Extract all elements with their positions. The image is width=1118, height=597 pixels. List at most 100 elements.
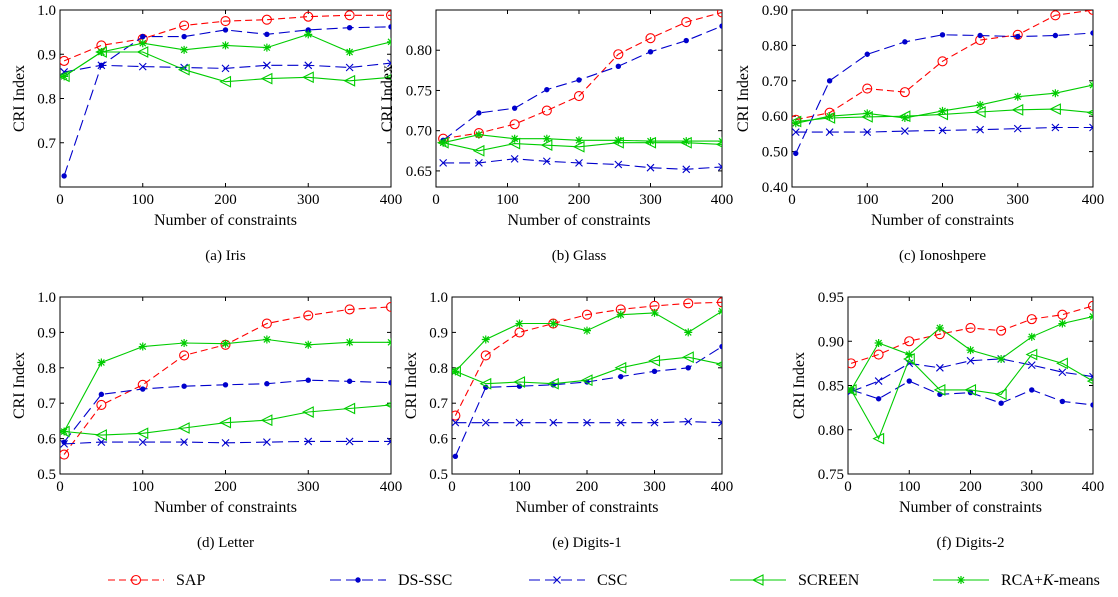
data-point bbox=[997, 354, 1006, 363]
y-tick-label: 0.7 bbox=[37, 396, 56, 412]
x-tick-label: 100 bbox=[496, 192, 519, 208]
data-point bbox=[1089, 81, 1093, 90]
data-point bbox=[304, 61, 313, 70]
data-point bbox=[718, 307, 722, 316]
data-point bbox=[221, 64, 230, 73]
data-point bbox=[1089, 123, 1093, 132]
data-point bbox=[345, 48, 354, 57]
data-point bbox=[510, 134, 519, 143]
data-point bbox=[97, 61, 106, 70]
data-point bbox=[385, 10, 391, 21]
data-point bbox=[1056, 357, 1068, 370]
data-point bbox=[302, 406, 314, 418]
y-tick-label: 0.6 bbox=[37, 432, 56, 448]
data-point bbox=[648, 354, 661, 367]
series-line-sap bbox=[850, 305, 1093, 364]
data-point bbox=[581, 309, 593, 320]
data-point bbox=[452, 418, 460, 427]
data-point bbox=[60, 427, 69, 436]
data-point bbox=[452, 453, 459, 459]
y-tick-label: 0.7 bbox=[37, 136, 56, 152]
data-point bbox=[549, 418, 558, 427]
y-tick-label: 0.80 bbox=[406, 43, 432, 59]
data-point bbox=[387, 37, 391, 46]
data-point bbox=[614, 361, 627, 374]
data-point bbox=[646, 137, 655, 146]
data-point bbox=[542, 157, 551, 166]
data-point bbox=[387, 437, 391, 446]
data-point bbox=[1011, 103, 1024, 116]
x-tick-label: 300 bbox=[297, 192, 320, 208]
data-point bbox=[647, 49, 654, 55]
data-point bbox=[481, 335, 490, 344]
data-point bbox=[864, 51, 870, 57]
data-point bbox=[618, 373, 624, 380]
series-line-screen bbox=[63, 51, 391, 83]
x-tick-label: 200 bbox=[214, 479, 237, 495]
data-point bbox=[682, 351, 694, 364]
data-point bbox=[874, 377, 883, 385]
plot-area bbox=[847, 296, 1094, 475]
data-point bbox=[863, 109, 872, 118]
data-point bbox=[305, 377, 311, 383]
data-point bbox=[1089, 312, 1093, 321]
y-tick-label: 0.9 bbox=[37, 47, 56, 63]
data-point bbox=[264, 31, 270, 38]
data-point bbox=[343, 74, 356, 87]
data-point bbox=[262, 438, 271, 447]
data-point bbox=[1049, 103, 1061, 116]
y-tick-label: 0.70 bbox=[762, 74, 788, 90]
x-tick-label: 300 bbox=[643, 479, 666, 495]
x-tick-label: 400 bbox=[1082, 192, 1105, 208]
data-point bbox=[511, 105, 518, 111]
data-point bbox=[998, 400, 1004, 406]
chart-caption: (c) Ionoshpere bbox=[899, 248, 986, 264]
chart-panel-5: 0 100 200 300 400 0.5 0.6 0.7 0.8 0.9 1.0 Number of… bbox=[403, 290, 733, 551]
data-point bbox=[825, 128, 834, 137]
data-point bbox=[346, 25, 353, 31]
data-point bbox=[1026, 314, 1037, 325]
data-point bbox=[575, 158, 583, 167]
data-point bbox=[180, 438, 189, 447]
legend-marker bbox=[355, 577, 361, 583]
chart-caption: (a) Iris bbox=[205, 248, 246, 264]
data-point bbox=[1027, 361, 1036, 370]
x-tick-label: 300 bbox=[1007, 192, 1030, 208]
data-point bbox=[136, 427, 149, 440]
series-group bbox=[792, 10, 1093, 157]
data-point bbox=[303, 310, 314, 321]
data-point bbox=[613, 49, 624, 60]
data-point bbox=[136, 46, 149, 58]
data-point bbox=[177, 422, 190, 434]
x-tick-label: 400 bbox=[711, 479, 734, 495]
y-tick-label: 0.65 bbox=[406, 164, 432, 180]
y-tick-label: 0.5 bbox=[37, 467, 56, 483]
data-point bbox=[935, 363, 944, 372]
chart-panel-4: 0 100 200 300 400 0.5 0.6 0.7 0.8 0.9 1.0 Number of… bbox=[11, 290, 402, 551]
data-point bbox=[872, 432, 885, 445]
x-tick-label: 200 bbox=[214, 192, 237, 208]
legend-marker bbox=[957, 576, 965, 584]
series-line-sap bbox=[795, 10, 1093, 121]
data-point bbox=[180, 339, 189, 348]
data-point bbox=[472, 144, 485, 157]
data-point bbox=[645, 33, 656, 44]
x-axis-label: Number of constraints bbox=[507, 212, 650, 229]
data-point bbox=[262, 43, 271, 52]
data-point bbox=[682, 137, 691, 146]
series-line-sap bbox=[454, 301, 722, 416]
data-point bbox=[583, 326, 591, 335]
data-point bbox=[583, 418, 591, 427]
data-point bbox=[616, 310, 625, 319]
data-point bbox=[1058, 319, 1067, 328]
y-axis-label: CRI Index bbox=[11, 352, 28, 419]
legend-marker bbox=[751, 574, 764, 586]
y-axis-label: CRI Index bbox=[11, 65, 28, 132]
data-point bbox=[346, 378, 353, 384]
x-tick-label: 400 bbox=[1082, 479, 1105, 495]
data-point bbox=[862, 83, 873, 94]
series-group bbox=[848, 300, 1093, 445]
y-tick-label: 0.8 bbox=[429, 361, 448, 377]
plot-area bbox=[435, 9, 723, 188]
x-tick-label: 0 bbox=[432, 192, 440, 208]
